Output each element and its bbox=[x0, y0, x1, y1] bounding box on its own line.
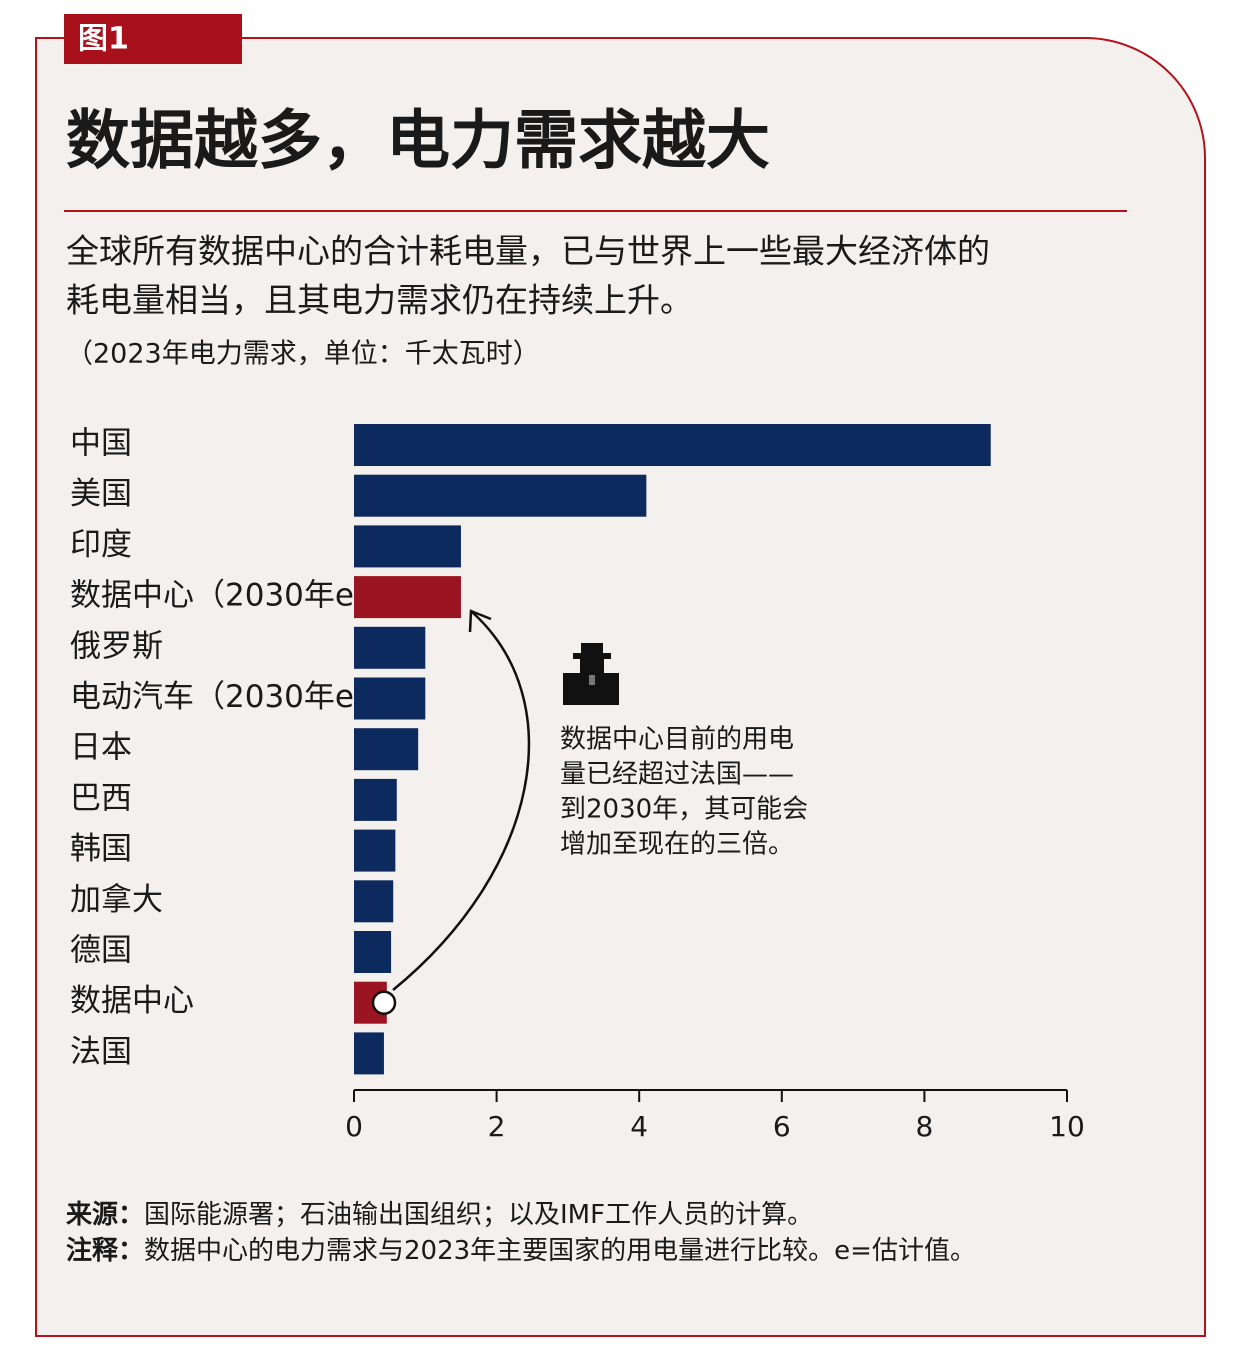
y-tick-label: 美国 bbox=[70, 476, 132, 512]
y-tick-label: 印度 bbox=[70, 527, 132, 563]
y-tick-label: 巴西 bbox=[70, 780, 132, 816]
subtitle: 耗电量相当，且其电力需求仍在持续上升。 bbox=[66, 281, 693, 320]
bar bbox=[354, 626, 426, 669]
tag-box bbox=[64, 14, 242, 64]
y-tick-label: 俄罗斯 bbox=[70, 628, 163, 664]
bar bbox=[354, 677, 426, 720]
y-tick-label: 日本 bbox=[70, 730, 132, 766]
annotation: 数据中心目前的用电 bbox=[560, 725, 794, 755]
x-tick-label: 0 bbox=[345, 1110, 363, 1143]
note-text: 数据中心的电力需求与2023年主要国家的用电量进行比较。e=估计值。 bbox=[144, 1236, 976, 1266]
bar bbox=[354, 525, 461, 568]
arrow-head bbox=[468, 609, 492, 633]
x-tick-label: 4 bbox=[630, 1110, 648, 1143]
bar bbox=[354, 778, 397, 821]
note-label: 注释： bbox=[66, 1235, 144, 1266]
y-tick-label: 数据中心（2030年e） bbox=[70, 578, 385, 614]
bar bbox=[354, 728, 419, 771]
y-tick-label: 德国 bbox=[70, 933, 132, 969]
panel bbox=[35, 37, 1206, 1337]
source-text: 国际能源署；石油输出国组织；以及IMF工作人员的计算。 bbox=[144, 1200, 813, 1230]
subtitle: 全球所有数据中心的合计耗电量，已与世界上一些最大经济体的 bbox=[66, 232, 990, 271]
bar bbox=[354, 1032, 384, 1075]
note: 注释：数据中心的电力需求与2023年主要国家的用电量进行比较。e=估计值。 bbox=[66, 1235, 976, 1266]
y-tick-label: 加拿大 bbox=[70, 882, 163, 918]
x-tick-label: 8 bbox=[915, 1110, 933, 1143]
source: 来源：国际能源署；石油输出国组织；以及IMF工作人员的计算。 bbox=[66, 1200, 813, 1230]
marker bbox=[371, 990, 397, 1015]
annotation: 到2030年，其可能会 bbox=[560, 795, 808, 825]
annotation: 增加至现在的三倍。 bbox=[560, 830, 794, 860]
arrow bbox=[392, 611, 531, 991]
tag: 图1 bbox=[78, 22, 129, 57]
icon bbox=[563, 643, 619, 705]
bar bbox=[354, 931, 392, 973]
chart-title: 数据越多，电力需求越大 bbox=[66, 105, 770, 179]
bar bbox=[354, 474, 647, 517]
source-label: 来源： bbox=[66, 1200, 144, 1230]
x-tick-label: 6 bbox=[773, 1110, 791, 1143]
y-tick-label: 电动汽车（2030年e） bbox=[70, 679, 385, 715]
annotation: 量已经超过法国—— bbox=[560, 760, 794, 790]
bar bbox=[354, 424, 991, 466]
y-tick-label: 法国 bbox=[70, 1034, 132, 1070]
bar bbox=[354, 880, 394, 923]
y-tick-label: 韩国 bbox=[70, 831, 132, 867]
y-tick-label: 数据中心 bbox=[70, 983, 194, 1019]
x-tick-label: 10 bbox=[1049, 1110, 1085, 1143]
bar bbox=[354, 576, 461, 619]
unit: （2023年电力需求，单位：千太瓦时） bbox=[66, 339, 540, 370]
bar bbox=[354, 829, 396, 872]
y-tick-label: 中国 bbox=[70, 426, 132, 462]
x-tick-label: 2 bbox=[488, 1110, 506, 1143]
